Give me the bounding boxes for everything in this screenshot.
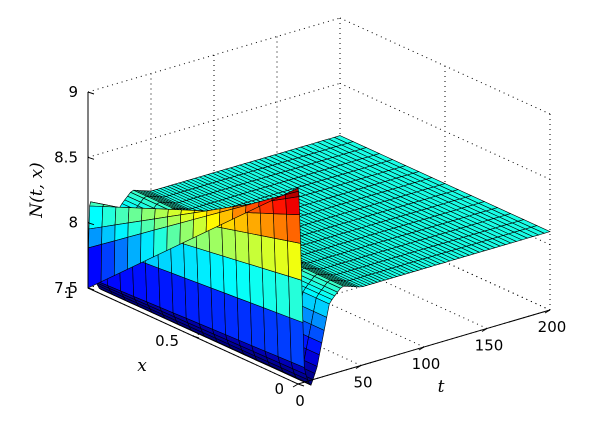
surface-patch xyxy=(145,262,161,308)
surface-patch xyxy=(276,312,292,363)
x-axis-label: t xyxy=(438,377,445,397)
t-tick-mark xyxy=(544,309,551,314)
t-tick-mark xyxy=(355,365,362,369)
surface-patch xyxy=(101,206,117,228)
surface-patch xyxy=(113,236,129,276)
surface-patch xyxy=(273,213,288,242)
x-tick-label: 1 xyxy=(64,284,74,302)
x-tick-label: 0.5 xyxy=(155,332,179,350)
surface-patch xyxy=(248,263,264,309)
t-tick-label: 100 xyxy=(412,355,441,373)
t-tick-mark xyxy=(292,383,299,388)
surface-patch xyxy=(114,206,130,226)
surface-patch xyxy=(210,287,226,336)
surface-patch xyxy=(263,307,279,357)
z-tick-label: 7.5 xyxy=(54,279,78,297)
z-tick-label: 8 xyxy=(68,214,78,232)
surface-patch xyxy=(286,213,301,244)
x-tick-label: 0 xyxy=(274,380,284,398)
surface-patch xyxy=(87,243,102,289)
surface-patch xyxy=(273,237,289,277)
t-tick-label: 150 xyxy=(475,337,504,355)
surface-patch xyxy=(197,282,213,330)
surface-patch xyxy=(289,317,305,368)
z-tick-mark xyxy=(87,91,95,95)
x-tick-mark xyxy=(192,335,200,339)
z-tick-mark xyxy=(87,156,95,160)
t-tick-mark xyxy=(481,328,488,332)
surface-patch xyxy=(275,271,291,319)
surface-patch xyxy=(221,227,237,261)
x-tick-mark xyxy=(297,383,305,387)
t-tick-label: 200 xyxy=(538,318,567,336)
surface-patch xyxy=(127,233,142,270)
tick-labels: 0 50 100 150 200 0 0.5 17.5 8 8.5 9 xyxy=(54,83,566,410)
surface-patch xyxy=(209,251,225,294)
surface-patch xyxy=(222,255,238,299)
t-tick-mark xyxy=(418,346,425,351)
surface-patch xyxy=(88,205,104,230)
surface-patch xyxy=(196,247,212,289)
z-tick-label: 9 xyxy=(68,83,78,101)
surface-patch xyxy=(287,240,303,281)
surface-patch xyxy=(272,198,287,215)
surface-patch xyxy=(284,187,299,196)
surface-patch xyxy=(158,267,174,314)
surface-patch xyxy=(223,292,240,341)
surface-patch xyxy=(259,212,275,239)
surface-patch xyxy=(183,243,199,284)
z-axis-label: N(t, x) xyxy=(27,162,47,218)
surface-mesh xyxy=(87,135,551,386)
surface-patch xyxy=(260,235,276,273)
surface-patch xyxy=(246,212,262,236)
surface-patch xyxy=(127,207,143,224)
surface-patch xyxy=(250,302,266,352)
t-tick-label: 50 xyxy=(353,374,372,392)
surface-patch xyxy=(261,267,278,314)
y-axis-label: x xyxy=(137,356,147,376)
z-tick-mark xyxy=(87,287,95,291)
surface-patch xyxy=(234,230,250,265)
surface-patch xyxy=(171,272,187,319)
grid-line xyxy=(339,17,551,115)
surface-patch xyxy=(100,240,116,283)
surface-patch xyxy=(184,277,200,325)
z-tick-label: 8.5 xyxy=(54,148,78,166)
grid-line xyxy=(339,82,551,180)
t-tick-label: 0 xyxy=(295,392,305,410)
surface-patch xyxy=(285,196,300,216)
surface-patch xyxy=(236,297,253,347)
z-tick-mark xyxy=(87,222,95,226)
surface-patch xyxy=(288,275,304,323)
surface-patch xyxy=(235,259,251,304)
surface-patch xyxy=(247,232,263,269)
